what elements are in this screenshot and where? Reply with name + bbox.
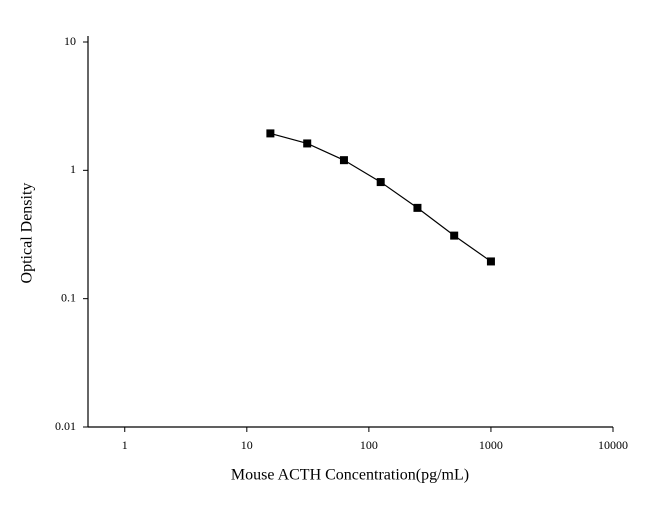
x-axis-title: Mouse ACTH Concentration(pg/mL) — [231, 467, 469, 484]
x-tick-label: 10 — [241, 438, 253, 452]
y-tick-label: 0.01 — [55, 419, 76, 433]
data-point — [486, 257, 495, 266]
data-point — [266, 129, 275, 138]
y-axis-title: Optical Density — [19, 183, 36, 284]
x-tick-label: 100 — [360, 438, 378, 452]
data-point — [376, 178, 385, 187]
data-point — [413, 203, 422, 212]
x-tick-label: 1000 — [479, 438, 503, 452]
x-tick-label: 10000 — [598, 438, 628, 452]
y-tick-label: 1 — [70, 162, 76, 176]
y-tick-label: 10 — [64, 34, 76, 48]
y-tick-label: 0.1 — [61, 290, 76, 304]
data-point — [303, 139, 312, 148]
data-point — [450, 231, 459, 240]
data-point — [339, 156, 348, 165]
x-tick-label: 1 — [122, 438, 128, 452]
